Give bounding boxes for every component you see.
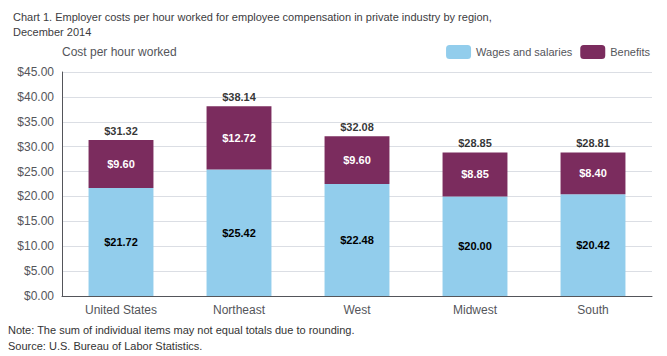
svg-text:$40.00: $40.00 bbox=[17, 90, 54, 104]
svg-text:Northeast: Northeast bbox=[213, 303, 266, 317]
svg-text:$32.08: $32.08 bbox=[340, 121, 374, 133]
svg-text:Source: U.S. Bureau of Labor S: Source: U.S. Bureau of Labor Statistics. bbox=[8, 340, 202, 352]
svg-text:$20.00: $20.00 bbox=[458, 240, 492, 252]
svg-text:$5.00: $5.00 bbox=[24, 264, 54, 278]
svg-text:Midwest: Midwest bbox=[453, 303, 498, 317]
svg-text:$45.00: $45.00 bbox=[17, 65, 54, 79]
svg-text:$21.72: $21.72 bbox=[104, 236, 138, 248]
svg-text:$20.00: $20.00 bbox=[17, 189, 54, 203]
svg-text:United States: United States bbox=[85, 303, 157, 317]
svg-text:$8.85: $8.85 bbox=[461, 168, 489, 180]
svg-text:$30.00: $30.00 bbox=[17, 140, 54, 154]
svg-text:$8.40: $8.40 bbox=[579, 167, 607, 179]
svg-text:$20.42: $20.42 bbox=[576, 239, 610, 251]
svg-text:$10.00: $10.00 bbox=[17, 239, 54, 253]
svg-text:$0.00: $0.00 bbox=[24, 289, 54, 303]
svg-text:December 2014: December 2014 bbox=[13, 26, 91, 38]
svg-text:$25.42: $25.42 bbox=[222, 227, 256, 239]
svg-text:$25.00: $25.00 bbox=[17, 165, 54, 179]
svg-text:$28.85: $28.85 bbox=[458, 137, 492, 149]
svg-text:$9.60: $9.60 bbox=[343, 154, 371, 166]
svg-text:$9.60: $9.60 bbox=[107, 158, 135, 170]
svg-text:Note: The sum of individual it: Note: The sum of individual items may no… bbox=[8, 324, 355, 336]
svg-text:$38.14: $38.14 bbox=[222, 91, 257, 103]
svg-text:$15.00: $15.00 bbox=[17, 214, 54, 228]
svg-text:$28.81: $28.81 bbox=[576, 137, 610, 149]
svg-text:$35.00: $35.00 bbox=[17, 115, 54, 129]
svg-text:$12.72: $12.72 bbox=[222, 132, 256, 144]
svg-text:$31.32: $31.32 bbox=[104, 125, 138, 137]
svg-text:South: South bbox=[577, 303, 608, 317]
svg-text:Chart 1. Employer costs per ho: Chart 1. Employer costs per hour worked … bbox=[13, 11, 492, 23]
svg-text:$22.48: $22.48 bbox=[340, 234, 374, 246]
svg-text:Benefits: Benefits bbox=[610, 46, 650, 58]
svg-text:Cost per hour worked: Cost per hour worked bbox=[62, 45, 177, 59]
svg-text:Wages and salaries: Wages and salaries bbox=[476, 46, 573, 58]
svg-text:West: West bbox=[343, 303, 371, 317]
